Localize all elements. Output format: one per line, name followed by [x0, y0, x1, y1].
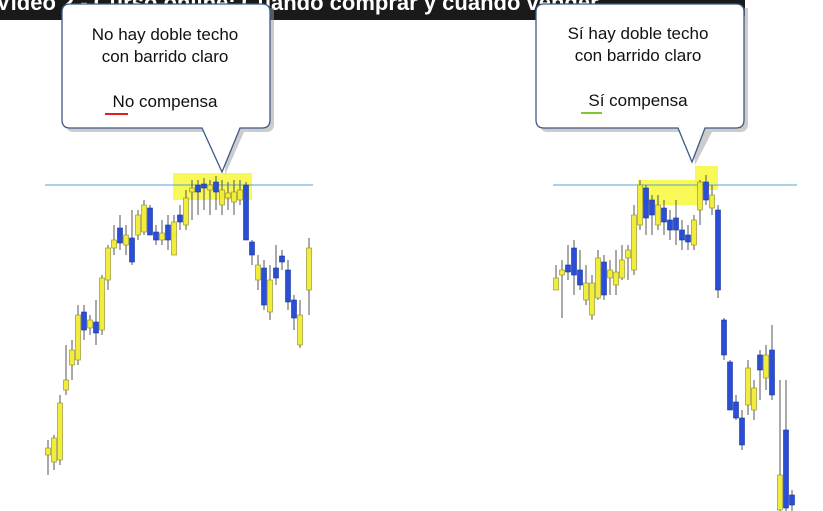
candle-body [553, 277, 559, 291]
candle-body [777, 474, 783, 511]
candle-body [306, 247, 312, 291]
candle-body [733, 401, 739, 419]
candle-body [267, 279, 273, 313]
candle-body [69, 349, 75, 366]
candle-body [57, 402, 63, 461]
candle-body [75, 314, 81, 361]
candle-body [685, 234, 691, 243]
candle-body [607, 269, 613, 279]
candle-body [631, 214, 637, 271]
candle-body [117, 227, 123, 244]
candle-body [93, 321, 99, 334]
candle-body [559, 269, 565, 276]
candle-body [769, 349, 775, 396]
candle-body [297, 314, 303, 346]
candle-body [291, 299, 297, 319]
callout-box [535, 3, 745, 164]
candle-body [703, 181, 709, 201]
candle-body [783, 429, 789, 509]
candle-body [655, 204, 661, 226]
candle-body [727, 361, 733, 411]
candle-body [255, 264, 261, 281]
candle-body [279, 255, 285, 263]
candle-body [225, 192, 231, 199]
candle-body [757, 354, 763, 371]
candle-body [649, 199, 655, 216]
candle-body [613, 271, 619, 286]
candle-body [709, 194, 715, 209]
callout-verdict: Sí compensa [588, 91, 688, 110]
candle-body [643, 187, 649, 219]
candle-body [273, 267, 279, 279]
candle-body [159, 232, 165, 241]
candle-body [51, 437, 57, 463]
candle-body [763, 354, 769, 379]
candle-body [87, 319, 93, 329]
candles [45, 175, 795, 511]
candle-body [63, 379, 69, 391]
candle-body [177, 214, 183, 223]
candle-body [45, 447, 51, 456]
candle-body [745, 367, 751, 406]
candle-body [583, 282, 589, 301]
candle-body [201, 183, 207, 189]
callout-line: con barrido claro [102, 47, 229, 66]
candle-body [249, 241, 255, 256]
candle-body [789, 494, 795, 506]
candle-body [123, 234, 129, 246]
candle-body [81, 311, 87, 331]
candle-body [679, 229, 685, 241]
candle-body [165, 224, 171, 241]
candle-body [261, 267, 267, 306]
callout-line: con barrido claro [575, 46, 702, 65]
candle-body [213, 181, 219, 193]
candle-body [625, 249, 631, 259]
candle-body [183, 197, 189, 226]
candle-body [661, 207, 667, 223]
candle-body [219, 189, 225, 206]
callout-right: Sí hay doble techo con barrido claro Sí … [535, 3, 748, 165]
candle-body [739, 417, 745, 446]
candle-body [601, 261, 607, 296]
callout-left: No hay doble techo con barrido claro No … [61, 3, 274, 175]
candle-body [577, 269, 583, 286]
candle-body [147, 207, 153, 236]
candle-body [207, 184, 213, 191]
candle-body [189, 187, 195, 193]
callout-line: No hay doble techo [92, 25, 239, 44]
candle-body [129, 237, 135, 263]
candle-body [99, 277, 105, 331]
candle-body [667, 219, 673, 231]
candle-body [111, 239, 117, 249]
candle-body [691, 219, 697, 246]
candle-body [637, 184, 643, 226]
candle-body [243, 184, 249, 241]
candle-body [751, 387, 757, 411]
candle-body [715, 209, 721, 291]
candle-body [721, 319, 727, 356]
candle-body [673, 217, 679, 231]
candle-body [171, 221, 177, 256]
candle-body [589, 282, 595, 316]
candle-body [697, 181, 703, 211]
candle-body [565, 264, 571, 273]
candle-body [135, 214, 141, 236]
candle-body [141, 204, 147, 233]
callout-box [61, 3, 271, 174]
candle-body [571, 247, 577, 276]
candle-body [595, 257, 601, 299]
candle-body [153, 231, 159, 241]
candle-body [619, 259, 625, 279]
candle-body [285, 269, 291, 303]
candle-body [231, 191, 237, 203]
callout-verdict: No compensa [113, 92, 218, 111]
candle-body [237, 189, 243, 201]
candle-body [105, 247, 111, 281]
callout-line: Sí hay doble techo [568, 24, 709, 43]
candle-body [195, 184, 201, 193]
